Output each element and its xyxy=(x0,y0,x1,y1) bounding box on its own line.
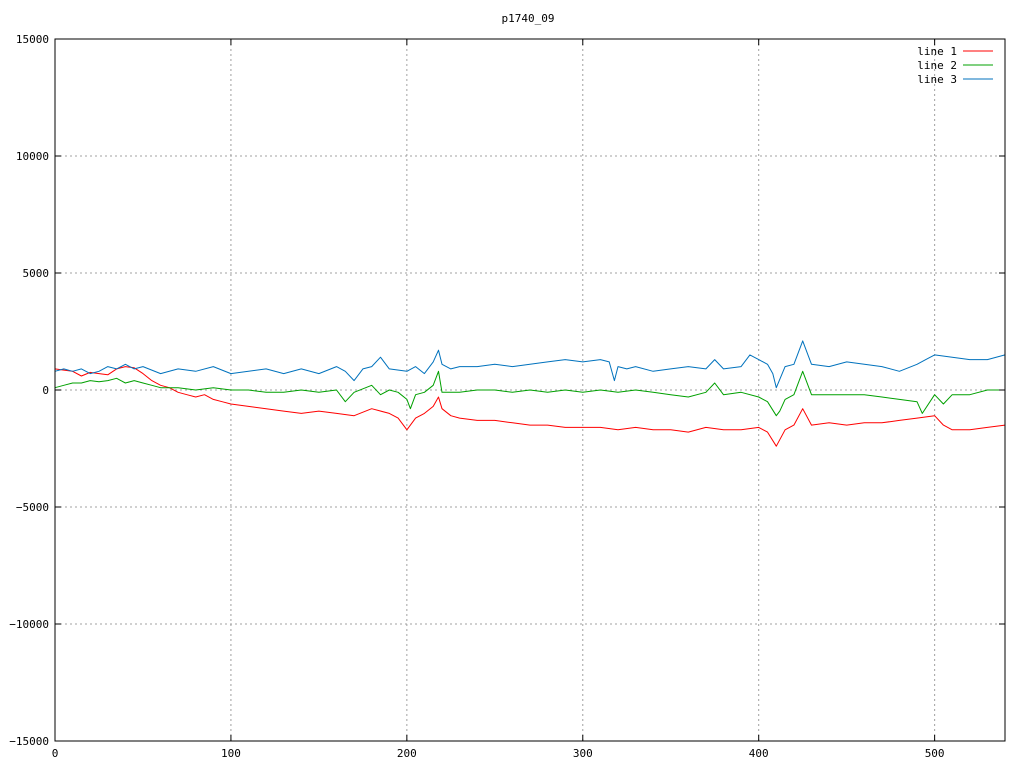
y-tick-label: 10000 xyxy=(16,150,49,163)
x-tick-label: 300 xyxy=(573,747,593,760)
y-tick-label: 5000 xyxy=(23,267,50,280)
y-tick-label: 0 xyxy=(42,384,49,397)
axis-ticks: −15000 −10000 −5000 0 5000 10000 15000 0 100 200 3… xyxy=(9,33,1005,760)
y-tick-label: −15000 xyxy=(9,735,49,748)
y-tick-label: −5000 xyxy=(16,501,49,514)
x-tick-label: 100 xyxy=(221,747,241,760)
chart-title: p1740_09 xyxy=(502,12,555,25)
series-line-3 xyxy=(54,340,1006,389)
series-line-2 xyxy=(54,370,1005,417)
x-tick-label: 0 xyxy=(52,747,59,760)
legend-label-1: line 1 xyxy=(917,45,957,58)
y-tick-label: −10000 xyxy=(9,618,49,631)
x-tick-label: 400 xyxy=(749,747,769,760)
x-tick-label: 200 xyxy=(397,747,417,760)
series-line-1 xyxy=(54,366,1006,447)
legend-label-2: line 2 xyxy=(917,59,957,72)
series-layer xyxy=(54,340,1006,447)
x-tick-label: 500 xyxy=(925,747,945,760)
legend-label-3: line 3 xyxy=(917,73,957,86)
y-tick-label: 15000 xyxy=(16,33,49,46)
grid-lines xyxy=(55,39,1005,741)
